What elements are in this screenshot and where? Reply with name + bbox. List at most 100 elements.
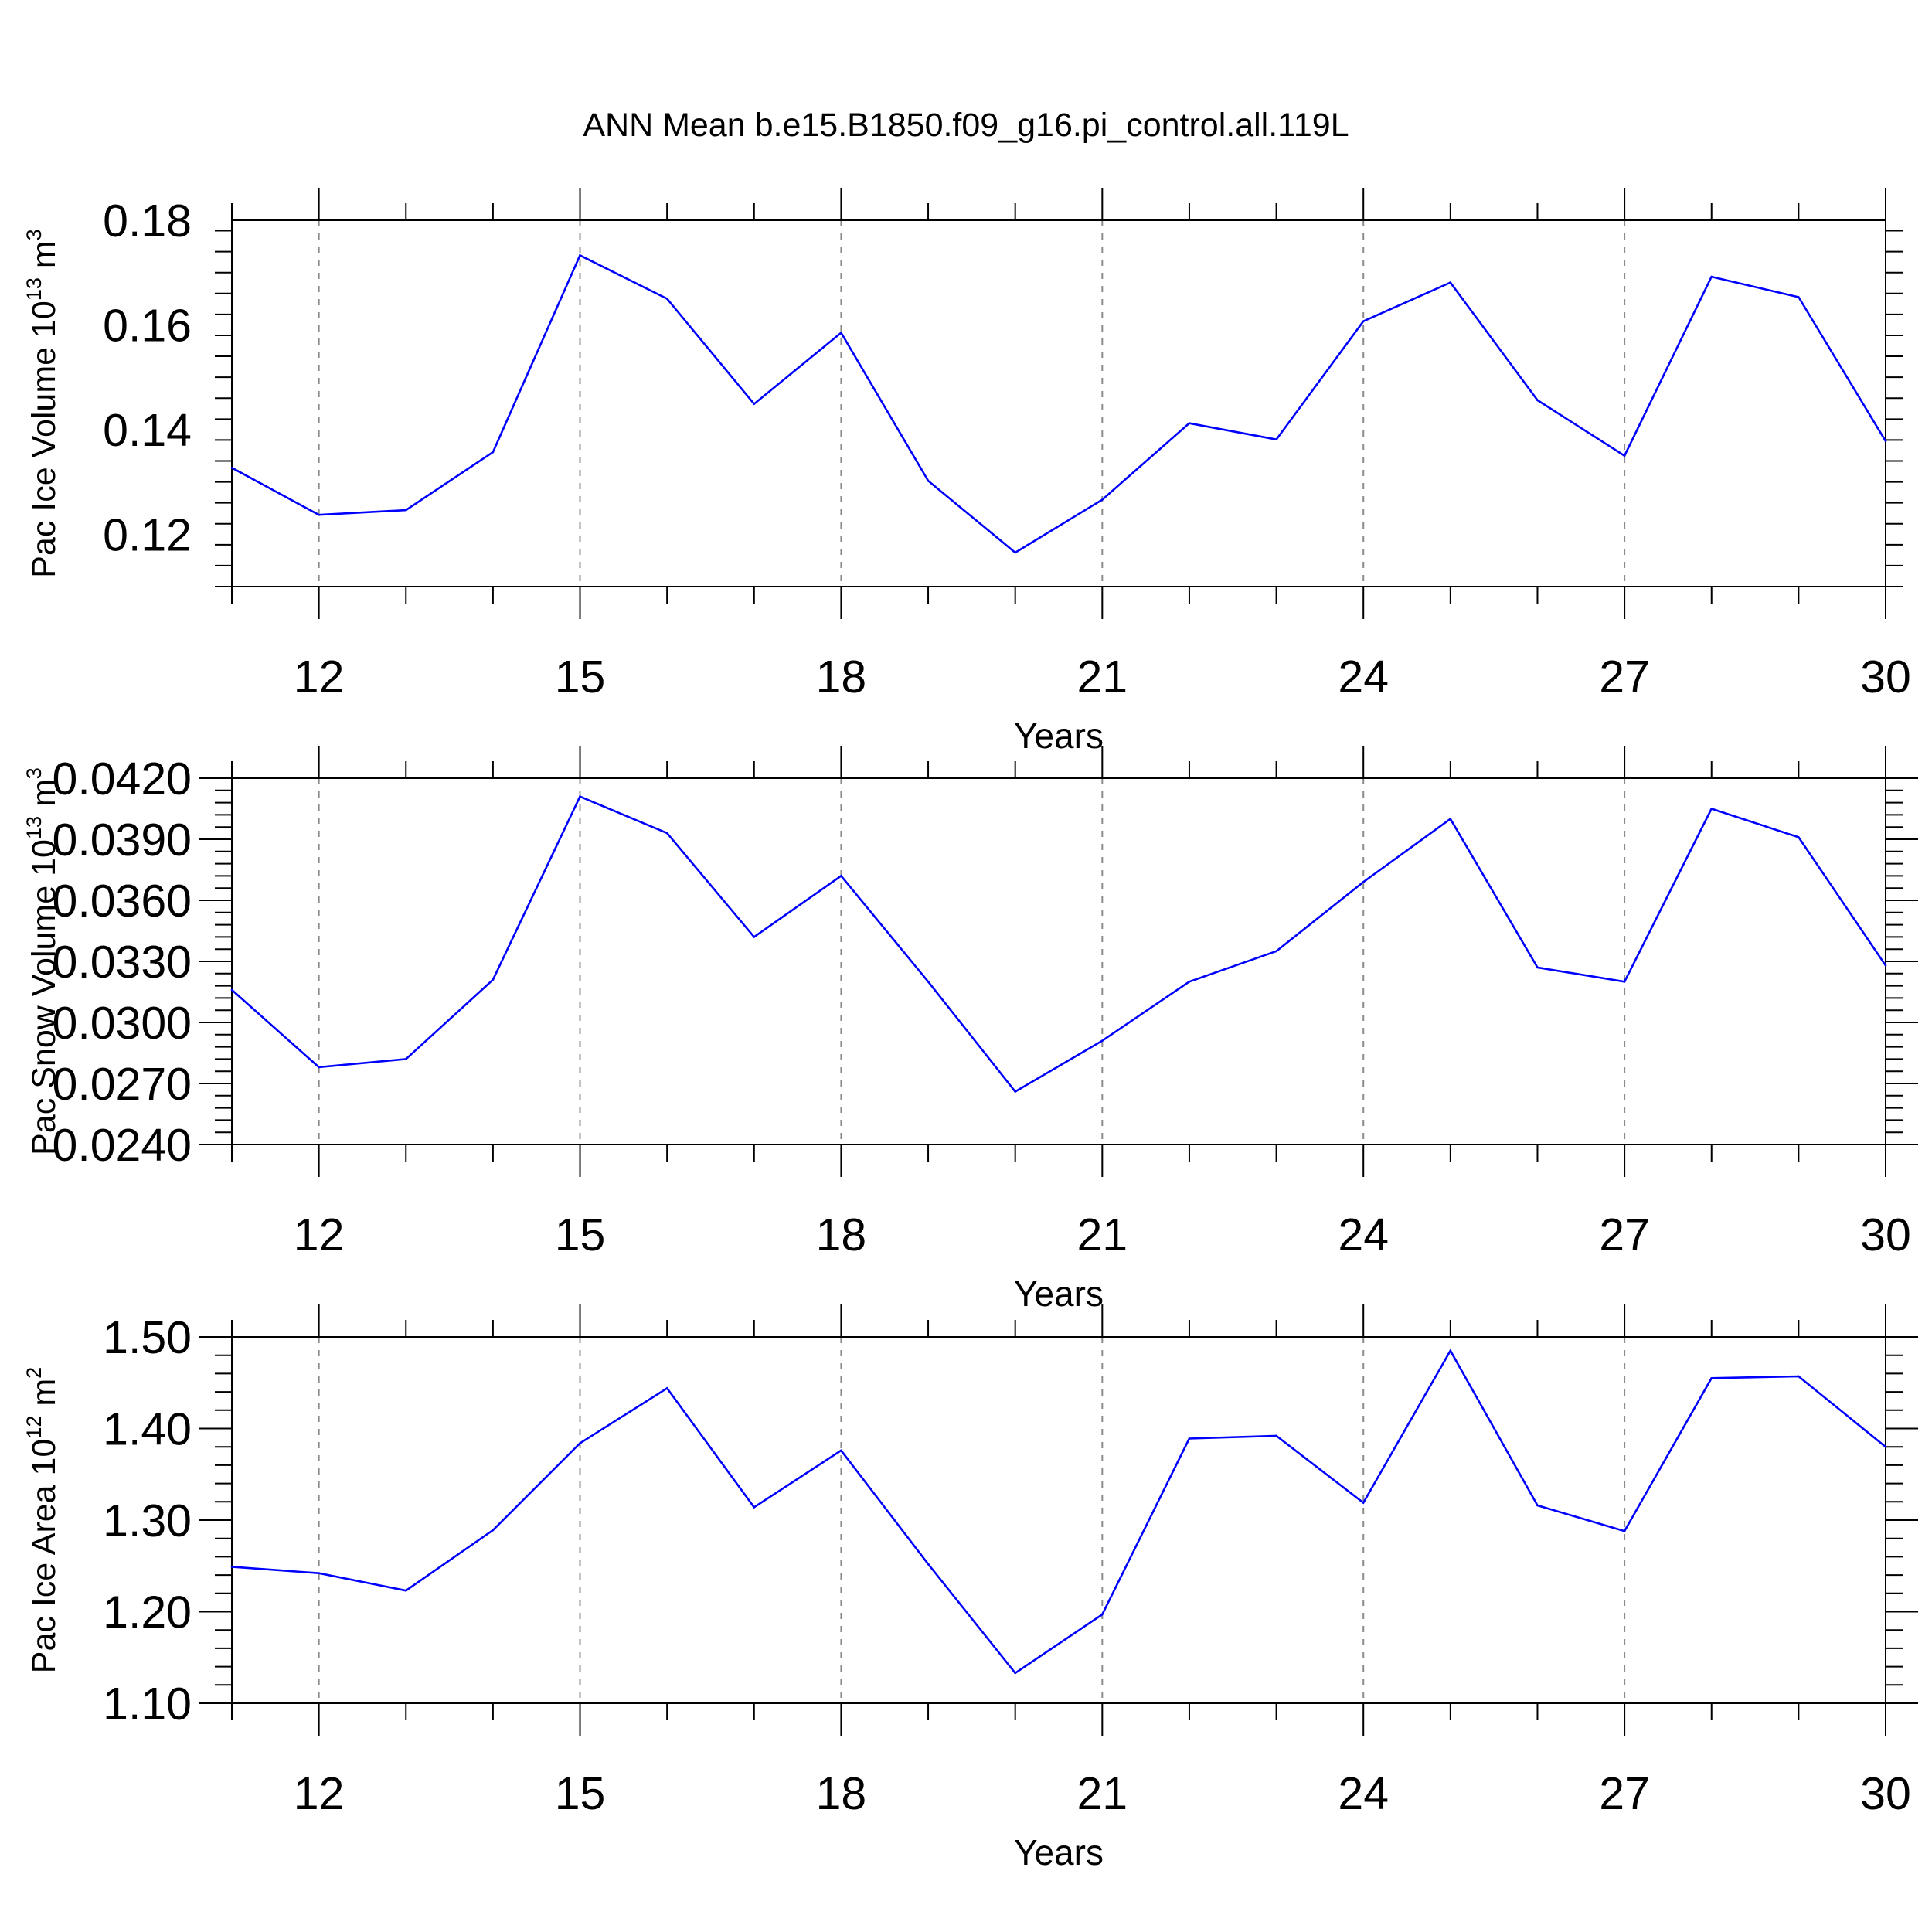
data-point: [1798, 1375, 1800, 1378]
x-tick-label: 12: [294, 1768, 345, 1819]
data-point: [579, 795, 581, 798]
data-point: [1623, 1529, 1626, 1532]
data-point: [1014, 1090, 1016, 1093]
data-point: [1014, 1672, 1016, 1675]
y-tick-label: 0.12: [103, 509, 192, 560]
x-tick-label: 27: [1599, 1209, 1650, 1260]
x-tick-label: 27: [1599, 651, 1650, 702]
data-point: [1362, 881, 1365, 883]
y-tick-label: 0.0330: [53, 937, 192, 988]
data-point: [840, 332, 842, 334]
x-tick-label: 12: [294, 1209, 345, 1260]
data-point: [665, 832, 668, 835]
x-tick-label: 27: [1599, 1768, 1650, 1819]
data-point: [318, 1572, 320, 1575]
data-point: [840, 1449, 842, 1452]
data-point: [1884, 964, 1887, 967]
data-point: [492, 1529, 495, 1532]
data-point: [1101, 498, 1104, 501]
data-point: [404, 1058, 407, 1060]
x-tick-label: 30: [1860, 1209, 1911, 1260]
data-point: [1449, 281, 1452, 284]
data-point: [1710, 275, 1713, 278]
data-point: [318, 513, 320, 516]
data-point: [1101, 1613, 1104, 1616]
x-tick-label: 24: [1338, 1209, 1389, 1260]
data-point: [492, 978, 495, 981]
y-axis-title-unit-exp: 3: [22, 229, 46, 240]
y-axis-title-unit-exp: 3: [22, 767, 46, 779]
y-axis-title: Pac Snow Volume 1013 m3: [22, 767, 63, 1155]
x-tick-label: 12: [294, 651, 345, 702]
data-point: [1884, 440, 1887, 443]
x-tick-label: 21: [1077, 651, 1128, 702]
data-point: [230, 1566, 233, 1568]
x-axis-title: Years: [1014, 1832, 1104, 1872]
data-point: [1710, 808, 1713, 810]
y-axis-title-prefix: Pac Ice Area 10: [26, 1439, 63, 1674]
data-point: [1188, 422, 1191, 425]
data-point: [665, 298, 668, 300]
x-axis-title: Years: [1014, 1274, 1104, 1314]
x-tick-label: 18: [816, 1209, 867, 1260]
y-tick-label: 0.0270: [53, 1059, 192, 1110]
data-point: [1536, 966, 1539, 969]
y-axis-title-unit: m: [26, 240, 63, 277]
data-point: [1449, 1349, 1452, 1352]
x-tick-label: 24: [1338, 651, 1389, 702]
y-tick-label: 1.50: [103, 1312, 192, 1363]
data-point: [1798, 296, 1800, 298]
y-tick-label: 1.30: [103, 1495, 192, 1546]
y-tick-label: 0.18: [103, 196, 192, 247]
y-tick-label: 1.20: [103, 1587, 192, 1638]
data-point: [1536, 399, 1539, 402]
y-axis-title: Pac Ice Area 1012 m2: [22, 1367, 63, 1673]
data-point: [1362, 320, 1365, 322]
x-tick-label: 21: [1077, 1768, 1128, 1819]
data-point: [840, 875, 842, 877]
data-point: [1710, 1377, 1713, 1379]
x-tick-label: 18: [816, 651, 867, 702]
data-point: [1275, 1434, 1277, 1437]
series-line: [231, 1349, 1886, 1675]
data-point: [1798, 836, 1800, 838]
y-axis-title-unit-exp: 2: [22, 1367, 46, 1379]
data-point: [753, 403, 756, 405]
y-tick-label: 0.16: [103, 300, 192, 351]
y-axis-title-exp: 13: [22, 277, 46, 301]
y-tick-label: 0.14: [103, 405, 192, 456]
data-point: [404, 509, 407, 512]
y-axis-title-exp: 13: [22, 816, 46, 839]
x-tick-label: 18: [816, 1768, 867, 1819]
panel-1: 0.12 0.14 0.16 0.18 12 15 18 21 24 27 30 Years Pac I…: [22, 188, 1911, 756]
data-point: [1275, 438, 1277, 441]
data-point: [1014, 551, 1016, 554]
panel-2: 0.0240 0.0270 0.0300 0.0330 0.0360 0.0390 0.04…: [22, 746, 1918, 1314]
panel-3: 1.10 1.20 1.30 1.40 1.50 12 15 18 21 24 27 30 Years P…: [22, 1304, 1918, 1872]
data-point: [318, 1066, 320, 1069]
series-line: [231, 795, 1887, 1094]
y-tick-label: 0.0390: [53, 815, 192, 866]
panels: 0.12 0.14 0.16 0.18 12 15 18 21 24 27 30 Years Pac I…: [22, 188, 1918, 1872]
data-point: [1188, 1437, 1191, 1440]
x-tick-label: 15: [555, 651, 606, 702]
x-axis-title: Years: [1014, 716, 1104, 756]
data-point: [230, 466, 233, 469]
y-axis-title-prefix: Pac Ice Volume 10: [26, 301, 63, 578]
data-point: [1362, 1502, 1365, 1504]
x-tick-label: 30: [1860, 651, 1911, 702]
y-axis-title-unit: m: [26, 779, 63, 816]
data-point: [1884, 1445, 1887, 1448]
data-point: [753, 1506, 756, 1509]
data-point: [927, 1563, 930, 1566]
data-point: [927, 479, 930, 482]
data-point: [1536, 1504, 1539, 1507]
x-tick-label: 21: [1077, 1209, 1128, 1260]
x-tick-label: 24: [1338, 1768, 1389, 1819]
y-tick-label: 0.0300: [53, 998, 192, 1049]
data-point: [579, 1442, 581, 1444]
data-point: [1101, 1039, 1104, 1042]
data-point: [230, 988, 233, 992]
